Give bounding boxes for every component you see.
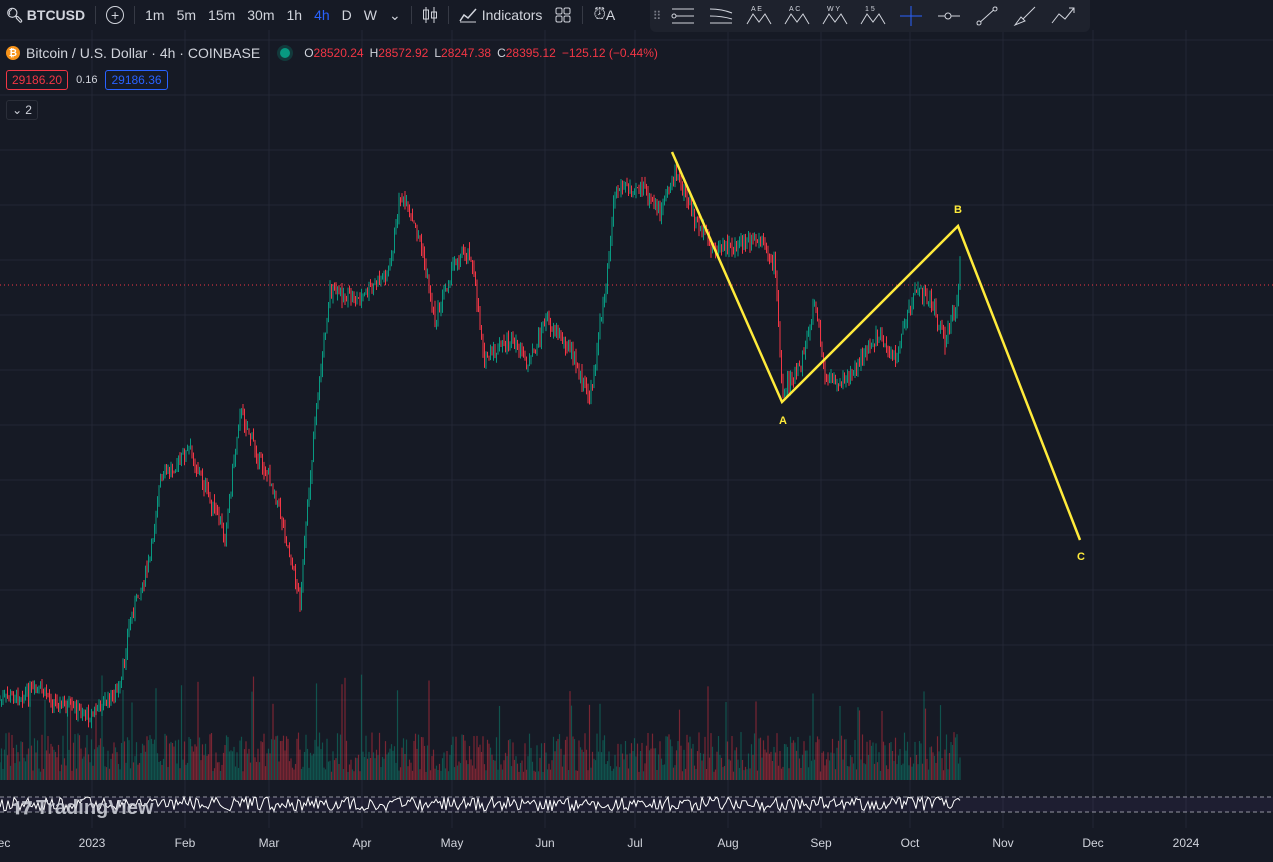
x-axis-label: 2023 [78, 836, 106, 850]
indicators-button[interactable]: Indicators [453, 0, 549, 30]
bitcoin-icon: ₿ [6, 46, 20, 60]
chevron-down-icon: ⌄ [12, 103, 23, 117]
candles-icon [422, 7, 437, 23]
chevron-down-icon: ⌄ [389, 6, 401, 23]
x-axis-label: Sep [810, 836, 832, 850]
elliott-wave-lines [670, 151, 1082, 541]
volume-bars [0, 674, 961, 780]
x-axis-label: Apr [352, 836, 372, 850]
svg-text:A E: A E [751, 6, 762, 13]
fib-icon[interactable] [702, 1, 740, 31]
ohlc-close: C28395.12 [497, 46, 556, 60]
drawing-toolbar: ⠿ A E A C W Y 1 5 [650, 0, 1090, 32]
ohlc-high: H28572.92 [369, 46, 429, 60]
ohlc-change: −125.12 (−0.44%) [561, 46, 658, 60]
symbol-title[interactable]: Bitcoin / U.S. Dollar · 4h · COINBASE [26, 45, 261, 61]
ohlc-low: L28247.38 [434, 46, 492, 60]
x-axis-label: Jul [627, 836, 643, 850]
divider [410, 6, 412, 24]
horizontal-ray-icon[interactable] [930, 1, 968, 31]
indicators-icon [459, 8, 477, 23]
interval-5m[interactable]: 5m [176, 7, 197, 23]
x-axis-label: 2024 [1172, 836, 1200, 850]
interval-1m[interactable]: 1m [145, 7, 165, 23]
wave-label-c: C [1077, 551, 1085, 563]
grid-layout-icon [555, 7, 571, 23]
bid-ask-panel: 29186.20 0.16 29186.36 [6, 70, 168, 90]
oscillator-line [0, 795, 961, 813]
spread-value: 0.16 [76, 74, 98, 86]
x-axis-label: Jun [535, 836, 555, 850]
divider [582, 6, 584, 24]
interval-1h[interactable]: 1h [286, 7, 303, 23]
divider [447, 6, 449, 24]
compare-symbol-button[interactable]: + [100, 0, 130, 30]
symbol-legend: ₿ Bitcoin / U.S. Dollar · 4h · COINBASE … [6, 44, 664, 62]
search-icon: 🔍︎ [6, 6, 24, 23]
indicators-collapse-button[interactable]: ⌄ 2 [6, 100, 38, 120]
chart-grid [0, 30, 1273, 828]
x-axis-label: Feb [174, 836, 196, 850]
symbol-search[interactable]: 🔍︎ BTCUSD [6, 6, 86, 24]
ohlc-open: O28520.24 [304, 46, 364, 60]
divider [134, 6, 136, 24]
wave-label-b: B [954, 204, 962, 216]
buy-price-button[interactable]: 29186.36 [105, 70, 168, 90]
interval-d[interactable]: D [341, 7, 352, 23]
pattern-xabcd-icon[interactable]: A E [740, 1, 778, 31]
x-axis-label: Nov [992, 836, 1014, 850]
brush-icon[interactable] [1006, 1, 1044, 31]
interval-30m[interactable]: 30m [247, 7, 275, 23]
x-axis-label: Mar [258, 836, 280, 850]
crosshair-icon[interactable] [892, 1, 930, 31]
layouts-button[interactable] [548, 0, 578, 30]
x-axis-label: ec [0, 836, 11, 850]
x-axis-label: Oct [900, 836, 920, 850]
interval-w[interactable]: W [363, 7, 377, 23]
pitchfork-icon[interactable] [664, 1, 702, 31]
market-status-icon[interactable] [280, 48, 291, 58]
sell-price-button[interactable]: 29186.20 [6, 70, 69, 90]
trend-line-icon[interactable] [968, 1, 1006, 31]
tradingview-watermark: 𝟏𝟕 TradingView [12, 797, 154, 819]
interval-dropdown[interactable]: ⌄ [383, 0, 407, 30]
svg-text:A C: A C [789, 6, 800, 13]
divider [95, 6, 97, 24]
pattern-15-icon[interactable]: 1 5 [854, 1, 892, 31]
alert-button[interactable]: ⏰︎ A [593, 6, 616, 23]
interval-15m[interactable]: 15m [208, 7, 236, 23]
oscillator-pane [0, 795, 1273, 813]
plus-circle-icon: + [106, 6, 125, 24]
candles [0, 164, 961, 729]
svg-text:1 5: 1 5 [865, 6, 875, 13]
alarm-clock-icon: ⏰︎ [593, 6, 606, 23]
chart-type-button[interactable] [416, 0, 444, 30]
wave-label-a: A [779, 415, 787, 427]
svg-text:W Y: W Y [827, 6, 840, 13]
x-axis-label: Aug [717, 836, 739, 850]
tradingview-logo-icon: 𝟏𝟕 [12, 798, 33, 818]
pattern-abc-icon[interactable]: A C [778, 1, 816, 31]
x-axis-label: May [440, 836, 464, 850]
top-toolbar: 🔍︎ BTCUSD + 1m 5m 15m 30m 1h 4h D W ⌄ In… [0, 0, 650, 30]
drag-handle-icon[interactable]: ⠿ [652, 9, 662, 23]
path-icon[interactable] [1044, 1, 1082, 31]
interval-4h[interactable]: 4h [314, 7, 330, 23]
x-axis-label: Dec [1082, 836, 1104, 850]
pattern-wxy-icon[interactable]: W Y [816, 1, 854, 31]
